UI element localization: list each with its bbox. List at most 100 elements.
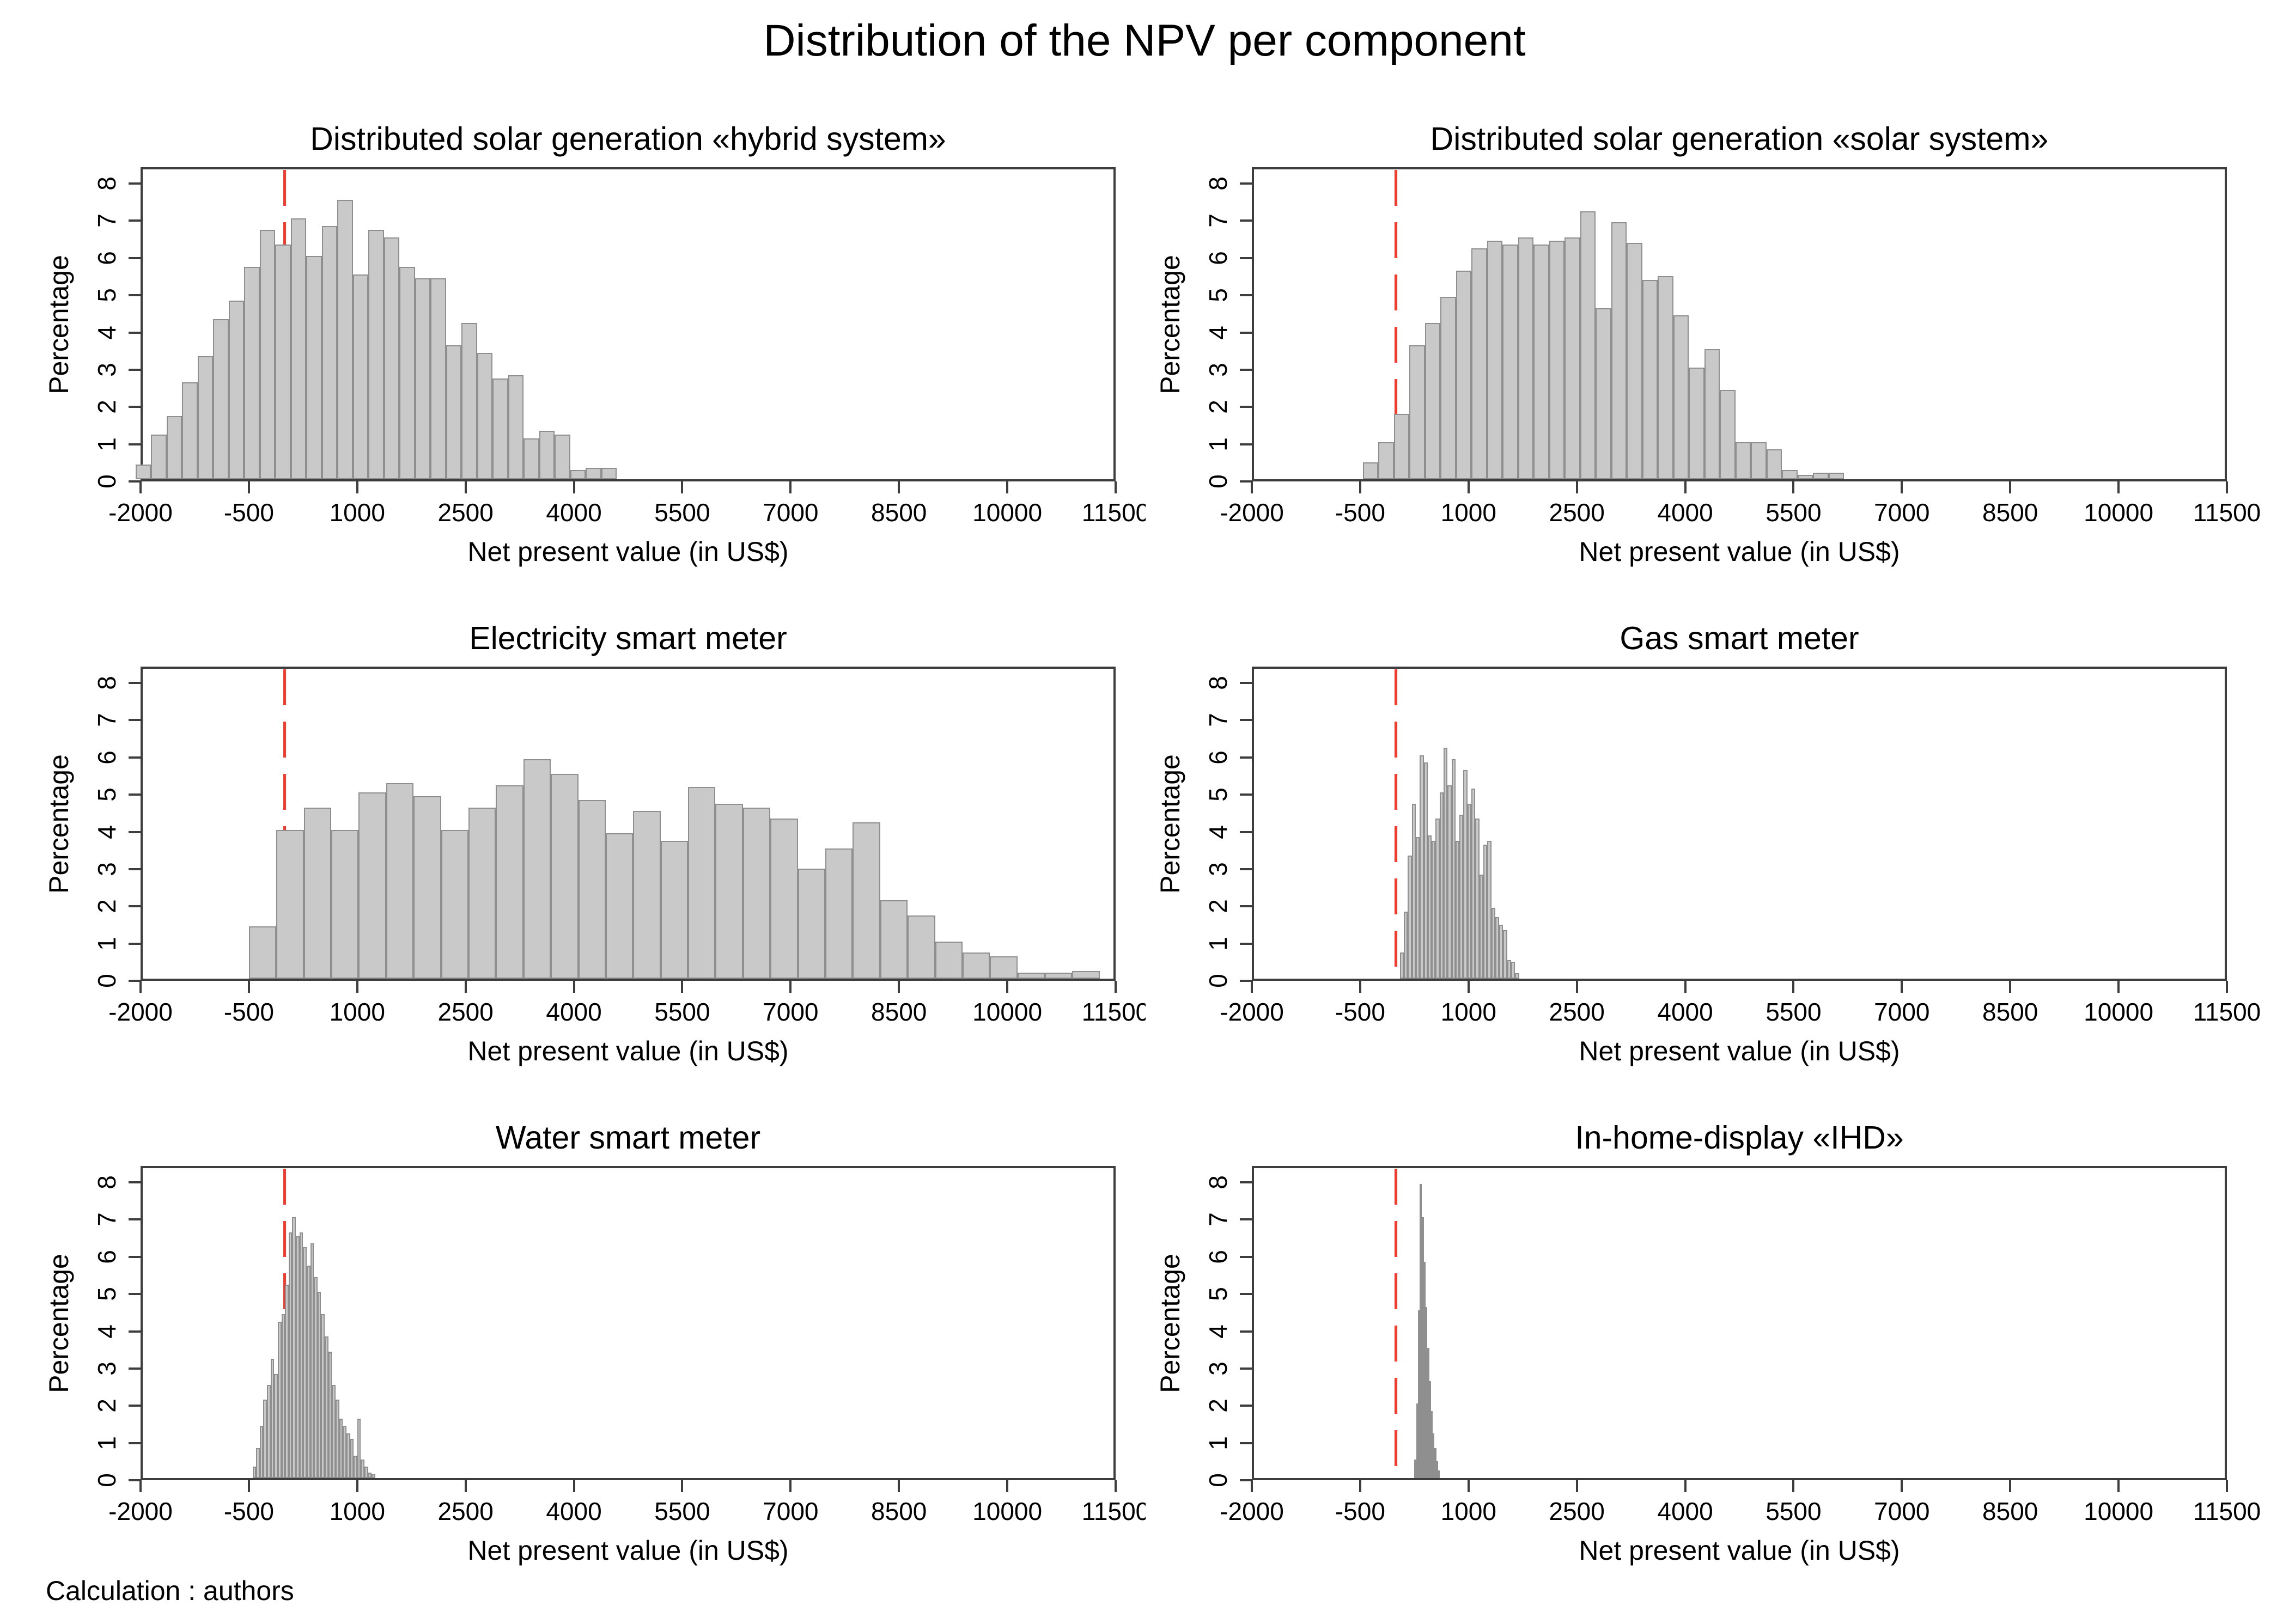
- y-tick-label: 4: [1204, 1324, 1232, 1339]
- histogram-bar: [343, 1426, 346, 1478]
- histogram-bar: [1434, 1448, 1436, 1478]
- histogram-bar: [1511, 962, 1515, 979]
- panel-title: Electricity smart meter: [469, 620, 787, 656]
- y-tick-label: 5: [1204, 288, 1232, 302]
- histogram-bar: [688, 786, 716, 979]
- x-tick-labels: -2000 -500 1000 2500 4000 5500 7000 8500 10000 11…: [1211, 997, 2289, 1035]
- x-tick-label: 2500: [437, 1497, 494, 1525]
- histogram-bar: [477, 352, 493, 479]
- y-tick-label: 7: [93, 713, 121, 728]
- histogram-bar: [1463, 770, 1468, 979]
- x-tick-label: -500: [223, 498, 274, 527]
- y-tick: [1240, 942, 1252, 945]
- y-tick: [1240, 257, 1252, 259]
- x-tick-label: 4000: [546, 498, 602, 527]
- x-tick-label: 2500: [1549, 1497, 1605, 1525]
- histogram-bar: [1455, 841, 1460, 979]
- x-tick-label: 4000: [1657, 498, 1713, 527]
- y-tick: [129, 219, 141, 222]
- y-axis-title: Percentage: [44, 254, 74, 394]
- histogram-bar: [770, 819, 798, 979]
- y-tick-label: 4: [93, 325, 121, 340]
- x-tick: [247, 1480, 250, 1492]
- x-tick: [1359, 481, 1361, 493]
- y-tick: [129, 406, 141, 408]
- y-tick-label: 8: [93, 1175, 121, 1189]
- y-tick: [1240, 368, 1252, 371]
- histogram-bar: [446, 345, 462, 479]
- histogram-bar: [303, 1247, 307, 1478]
- histogram-bar: [339, 1418, 343, 1478]
- histogram-bar: [539, 431, 555, 479]
- histogram-bar: [586, 468, 601, 479]
- histogram-bar: [1420, 755, 1424, 979]
- histogram-bar: [299, 1232, 303, 1478]
- histogram-bar: [962, 953, 990, 979]
- x-tick: [2226, 1480, 2228, 1492]
- x-tick-label: 2500: [1549, 998, 1605, 1026]
- x-tick-label: -500: [1335, 498, 1385, 527]
- histogram-bar: [1411, 803, 1416, 979]
- y-tick-label: 0: [1204, 474, 1232, 489]
- histogram-bar: [182, 382, 198, 479]
- y-tick-label: 6: [1204, 750, 1232, 765]
- panel-title: Water smart meter: [495, 1120, 761, 1156]
- x-tick: [1115, 981, 1117, 993]
- x-tick: [1575, 981, 1578, 993]
- x-tick-label: 1000: [329, 498, 385, 527]
- panel-title: Gas smart meter: [1620, 620, 1859, 656]
- reference-line-zero: [283, 669, 287, 978]
- histogram-bar: [383, 237, 400, 479]
- y-axis-title: Percentage: [1155, 254, 1185, 394]
- histogram-bar: [259, 229, 276, 479]
- x-tick-labels: -2000 -500 1000 2500 4000 5500 7000 8500 10000 11…: [100, 1497, 1146, 1535]
- y-tick: [129, 1181, 141, 1184]
- histogram-bar: [1673, 315, 1689, 479]
- histogram-bar: [1409, 345, 1425, 479]
- histogram-bar: [281, 1314, 285, 1478]
- x-tick-label: -2000: [108, 998, 173, 1026]
- histogram-bar: [1420, 1183, 1422, 1478]
- histogram-bar: [1414, 1459, 1417, 1478]
- x-tick-label: 5500: [1766, 1497, 1822, 1525]
- x-tick: [356, 981, 358, 993]
- histogram-bar: [601, 468, 617, 479]
- histogram-bar: [742, 807, 771, 979]
- x-tick: [681, 981, 684, 993]
- histogram-bar: [1483, 844, 1488, 979]
- y-tick: [1240, 1218, 1252, 1221]
- x-tick: [1684, 1480, 1687, 1492]
- y-tick-label: 2: [93, 400, 121, 414]
- y-tick-label: 1: [1204, 936, 1232, 951]
- x-tick: [1901, 981, 1903, 993]
- histogram-bar: [1475, 819, 1480, 979]
- source-note: Calculation : authors: [46, 1576, 294, 1606]
- y-tick: [129, 682, 141, 685]
- y-tick-label: 4: [1204, 325, 1232, 340]
- x-tick-label: -500: [1335, 998, 1385, 1026]
- y-tick-label: 6: [93, 251, 121, 265]
- x-axis-title: Net present value (in US$): [467, 1036, 789, 1066]
- plot-area: [1252, 1166, 2227, 1480]
- y-tick: [129, 1367, 141, 1370]
- histogram-bar: [1549, 241, 1565, 479]
- y-tick-label: 0: [1204, 974, 1232, 988]
- y-tick: [129, 868, 141, 870]
- histogram-bar: [166, 416, 182, 479]
- x-axis-title: Net present value (in US$): [467, 1535, 789, 1566]
- histogram-bar: [1467, 803, 1472, 979]
- histogram-bar: [285, 1284, 289, 1478]
- x-tick-labels: -2000 -500 1000 2500 4000 5500 7000 8500 10000 11…: [100, 997, 1146, 1035]
- histogram-bar: [252, 1467, 257, 1478]
- histogram-bar: [1423, 762, 1428, 979]
- histogram-bar: [386, 783, 414, 979]
- x-tick-label: 11500: [1081, 1497, 1146, 1525]
- histogram-bar: [570, 469, 586, 479]
- x-tick: [1359, 981, 1361, 993]
- x-tick-label: 10000: [2084, 998, 2154, 1026]
- histogram-bar: [1432, 1433, 1435, 1478]
- y-tick-label: 8: [93, 676, 121, 690]
- y-tick-label: 6: [1204, 251, 1232, 265]
- histogram-bar: [508, 375, 524, 479]
- histogram-bar: [290, 218, 307, 479]
